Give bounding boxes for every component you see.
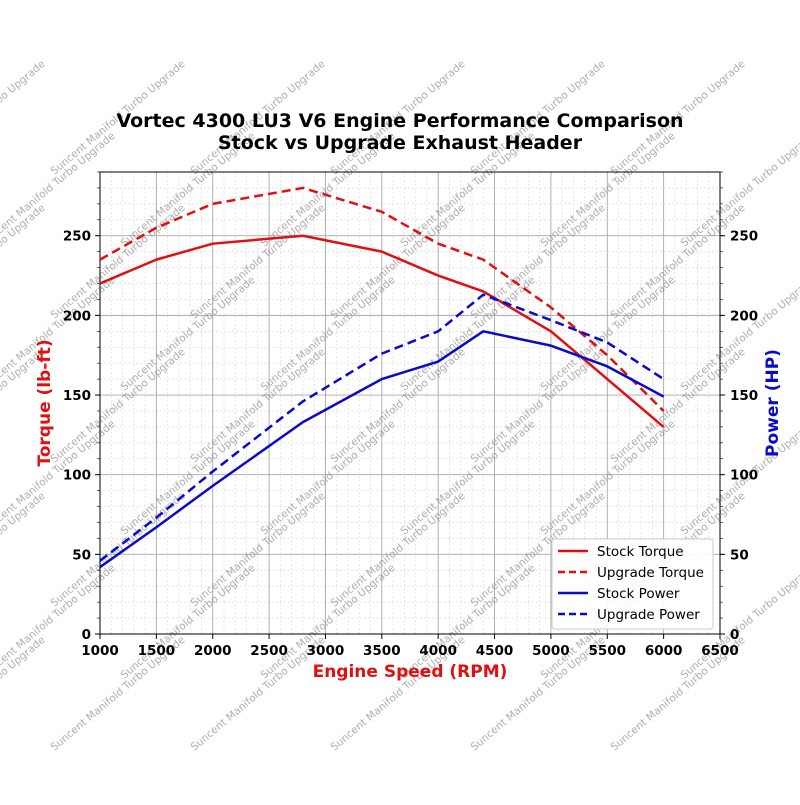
- x-tick-label: 5500: [588, 643, 626, 659]
- plot-frame: [99, 171, 721, 635]
- y-axis-label-left: Torque (lb-ft): [35, 339, 55, 466]
- x-tick-label: 4500: [476, 643, 514, 659]
- x-tick-label: 3500: [363, 643, 401, 659]
- series-layer: [99, 186, 665, 569]
- upgrade-torque-line: [99, 186, 665, 412]
- watermark-text: Suncent Manifold Turbo Upgrade: [329, 346, 468, 465]
- legend-label-stock-torque: Stock Torque: [597, 544, 684, 560]
- legend-box: [551, 538, 714, 630]
- y-tick-label-right: 200: [730, 308, 758, 324]
- grid: [99, 171, 721, 635]
- watermark-text: Suncent Manifold Turbo Upgrade: [189, 490, 328, 609]
- chart-title: Vortec 4300 LU3 V6 Engine Performance Co…: [116, 110, 683, 132]
- axis-ticks: 1000 1500 2000 2500 3000 3500 4000 4500 5000 5500…: [63, 171, 758, 659]
- x-tick-label: 4000: [419, 643, 457, 659]
- watermark-text: Suncent Manifold Turbo Upgrade: [609, 346, 748, 465]
- y-tick-label-left: 200: [63, 308, 91, 324]
- y-tick-label-left: 150: [63, 388, 91, 404]
- y-tick-label-left: 100: [63, 468, 91, 484]
- y-axis-label-right: Power (HP): [763, 349, 783, 457]
- watermark-text: Suncent Manifold Turbo Upgrade: [539, 418, 678, 537]
- watermark-text: Suncent Manifold Turbo Upgrade: [49, 346, 188, 465]
- watermark-text: Suncent Manifold Turbo Upgrade: [329, 490, 468, 609]
- y-tick-label-right: 250: [730, 229, 758, 245]
- x-tick-label: 3000: [307, 643, 345, 659]
- y-tick-label-left: 0: [82, 627, 91, 643]
- x-tick-label: 2500: [250, 643, 288, 659]
- y-tick-label-right: 150: [730, 388, 758, 404]
- watermark-text: Suncent Manifold Turbo Upgrade: [399, 274, 538, 393]
- watermark-text: Suncent Manifold Turbo Upgrade: [119, 274, 258, 393]
- watermark-text: Suncent Manifold Turbo Upgrade: [259, 418, 398, 537]
- watermark-text: Suncent Manifold Turbo Upgrade: [119, 418, 258, 537]
- upgrade-power-line: [99, 293, 665, 562]
- legend-label-upgrade-power: Upgrade Power: [597, 607, 700, 623]
- y-tick-label-left: 50: [72, 547, 91, 563]
- y-tick-label-left: 250: [63, 229, 91, 245]
- watermark-text: Suncent Manifold Turbo Upgrade: [399, 418, 538, 537]
- y-tick-label-right: 0: [730, 627, 739, 643]
- watermark-text: Suncent Manifold Turbo Upgrade: [189, 346, 328, 465]
- watermark-text: Suncent Manifold Turbo Upgrade: [0, 58, 48, 177]
- y-tick-label-right: 100: [730, 468, 758, 484]
- x-tick-label: 1500: [138, 643, 176, 659]
- watermark-text: Suncent Manifold Turbo Upgrade: [49, 202, 188, 321]
- x-tick-label: 2000: [194, 643, 232, 659]
- watermark-text: Suncent Manifold Turbo Upgrade: [259, 274, 398, 393]
- x-tick-label: 5000: [532, 643, 570, 659]
- stock-power-line: [99, 330, 665, 569]
- legend-label-stock-power: Stock Power: [597, 586, 680, 602]
- watermark-text: Suncent Manifold Turbo Upgrade: [119, 562, 258, 681]
- chart-subtitle: Stock vs Upgrade Exhaust Header: [218, 132, 583, 154]
- x-tick-label: 6500: [701, 643, 739, 659]
- x-tick-label: 1000: [81, 643, 119, 659]
- y-tick-label-right: 50: [730, 547, 749, 563]
- legend: Stock Torque Upgrade Torque Stock Power Upg…: [551, 538, 714, 630]
- watermark-text: Suncent Manifold Turbo Upgrade: [469, 346, 608, 465]
- x-tick-label: 6000: [645, 643, 683, 659]
- x-axis-label: Engine Speed (RPM): [313, 662, 508, 682]
- legend-label-upgrade-torque: Upgrade Torque: [597, 565, 704, 581]
